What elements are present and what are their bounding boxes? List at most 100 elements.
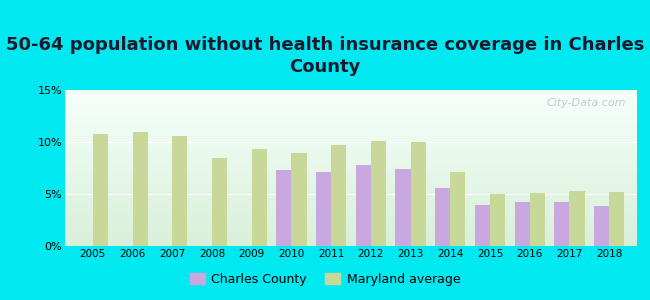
Bar bbox=[65, 158, 637, 160]
Bar bbox=[65, 117, 637, 119]
Bar bbox=[65, 100, 637, 102]
Bar bbox=[65, 150, 637, 152]
Bar bbox=[65, 131, 637, 133]
Bar bbox=[65, 244, 637, 246]
Bar bbox=[65, 148, 637, 150]
Bar bbox=[65, 141, 637, 142]
Bar bbox=[65, 224, 637, 226]
Bar bbox=[450, 172, 465, 246]
Bar bbox=[65, 96, 637, 98]
Bar bbox=[65, 174, 637, 176]
Bar bbox=[65, 90, 637, 92]
Bar bbox=[65, 219, 637, 221]
Bar bbox=[436, 188, 450, 246]
Bar bbox=[65, 205, 637, 207]
Bar bbox=[554, 202, 569, 246]
Legend: Charles County, Maryland average: Charles County, Maryland average bbox=[185, 268, 465, 291]
Bar bbox=[331, 145, 346, 246]
Bar bbox=[65, 133, 637, 135]
Bar bbox=[65, 207, 637, 209]
Bar bbox=[65, 176, 637, 178]
Bar bbox=[411, 142, 426, 246]
Bar bbox=[65, 238, 637, 240]
Bar bbox=[65, 108, 637, 109]
Bar bbox=[65, 166, 637, 168]
Bar bbox=[65, 242, 637, 244]
Bar bbox=[65, 152, 637, 154]
Bar bbox=[65, 194, 637, 195]
Bar bbox=[65, 240, 637, 242]
Bar bbox=[65, 226, 637, 229]
Bar bbox=[291, 153, 307, 246]
Bar bbox=[65, 201, 637, 203]
Bar bbox=[65, 162, 637, 164]
Bar bbox=[212, 158, 227, 246]
Bar bbox=[356, 165, 371, 246]
Bar bbox=[594, 206, 609, 246]
Bar bbox=[65, 164, 637, 166]
Bar bbox=[65, 234, 637, 236]
Bar bbox=[65, 110, 637, 111]
Bar bbox=[65, 185, 637, 188]
Bar bbox=[65, 211, 637, 213]
Bar bbox=[65, 213, 637, 215]
Bar bbox=[65, 184, 637, 185]
Bar bbox=[65, 172, 637, 174]
Bar bbox=[65, 170, 637, 172]
Bar bbox=[65, 127, 637, 129]
Bar bbox=[65, 104, 637, 106]
Bar bbox=[65, 221, 637, 223]
Bar bbox=[65, 236, 637, 238]
Bar bbox=[65, 115, 637, 117]
Bar bbox=[65, 190, 637, 191]
Bar bbox=[65, 135, 637, 137]
Bar bbox=[65, 145, 637, 147]
Bar bbox=[65, 156, 637, 158]
Bar bbox=[65, 232, 637, 234]
Bar bbox=[276, 170, 291, 246]
Bar bbox=[530, 193, 545, 246]
Bar bbox=[65, 121, 637, 123]
Bar bbox=[490, 194, 505, 246]
Bar bbox=[65, 195, 637, 197]
Bar bbox=[65, 199, 637, 201]
Bar bbox=[569, 191, 584, 246]
Bar bbox=[371, 141, 386, 246]
Bar bbox=[65, 112, 637, 113]
Bar bbox=[65, 94, 637, 96]
Bar bbox=[65, 182, 637, 184]
Bar bbox=[515, 202, 530, 246]
Bar bbox=[65, 209, 637, 211]
Bar bbox=[65, 230, 637, 232]
Bar bbox=[65, 147, 637, 148]
Bar bbox=[65, 137, 637, 139]
Bar bbox=[65, 178, 637, 180]
Bar bbox=[65, 143, 637, 145]
Bar bbox=[65, 203, 637, 205]
Bar bbox=[65, 197, 637, 199]
Bar bbox=[65, 215, 637, 217]
Bar bbox=[65, 217, 637, 219]
Bar bbox=[316, 172, 331, 246]
Bar bbox=[172, 136, 187, 246]
Bar bbox=[65, 180, 637, 182]
Bar bbox=[65, 188, 637, 190]
Bar bbox=[65, 92, 637, 94]
Bar bbox=[65, 129, 637, 131]
Bar bbox=[133, 132, 148, 246]
Bar bbox=[65, 160, 637, 162]
Bar bbox=[65, 125, 637, 127]
Bar bbox=[65, 139, 637, 141]
Bar bbox=[65, 102, 637, 104]
Bar bbox=[65, 106, 637, 107]
Text: City-Data.com: City-Data.com bbox=[546, 98, 625, 108]
Bar bbox=[65, 154, 637, 156]
Bar bbox=[395, 169, 411, 246]
Bar bbox=[65, 113, 637, 115]
Bar bbox=[65, 123, 637, 125]
Bar bbox=[475, 206, 490, 246]
Text: 50-64 population without health insurance coverage in Charles
County: 50-64 population without health insuranc… bbox=[6, 36, 644, 76]
Bar bbox=[609, 192, 624, 246]
Bar bbox=[93, 134, 108, 246]
Bar bbox=[65, 119, 637, 121]
